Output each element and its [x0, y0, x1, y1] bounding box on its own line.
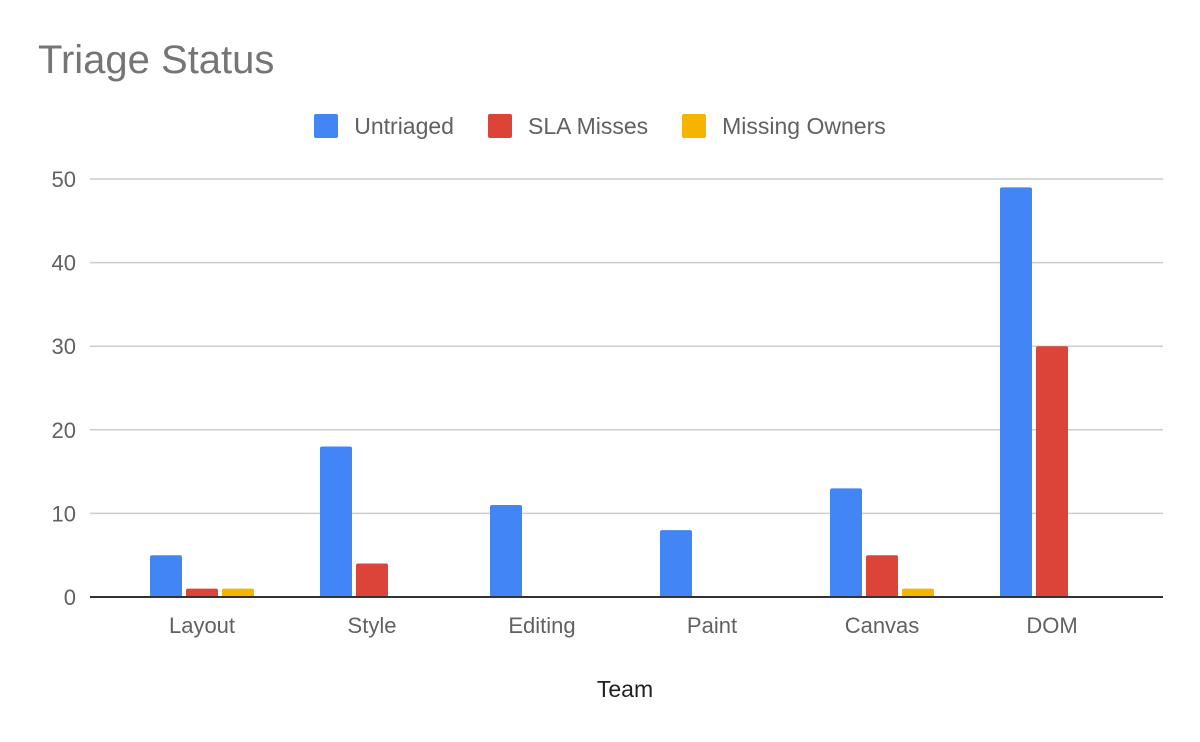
y-tick-label: 20 — [52, 418, 76, 443]
y-tick-label: 40 — [52, 251, 76, 276]
legend-swatch — [314, 114, 339, 138]
chart-title: Triage Status — [38, 38, 275, 82]
bar — [1000, 187, 1032, 598]
legend-label: SLA Misses — [527, 112, 649, 139]
x-axis-title: Team — [596, 676, 654, 702]
bar — [902, 588, 934, 597]
legend: Untriaged SLA Misses Missing Owners — [0, 110, 1200, 142]
legend-swatch — [682, 114, 707, 138]
legend-item: Untriaged — [314, 113, 454, 140]
legend-item: SLA Misses — [487, 112, 649, 140]
x-tick-label: Layout — [169, 613, 235, 638]
bar — [356, 563, 388, 597]
legend-swatch — [487, 114, 512, 138]
y-tick-label: 10 — [52, 501, 76, 526]
legend-label: Missing Owners — [722, 112, 886, 139]
x-tick-label: DOM — [1026, 613, 1077, 638]
legend-label: Untriaged — [354, 112, 454, 139]
bar — [186, 588, 218, 597]
bar — [660, 530, 692, 597]
y-tick-label: 30 — [52, 334, 76, 359]
bar — [222, 588, 254, 597]
x-tick-label: Canvas — [845, 613, 920, 638]
bar — [490, 505, 522, 597]
y-tick-label: 50 — [52, 167, 76, 192]
bar — [830, 488, 862, 597]
x-tick-label: Editing — [508, 613, 575, 638]
y-tick-label: 0 — [64, 585, 76, 610]
legend-item: Missing Owners — [682, 113, 886, 140]
bar — [150, 555, 182, 597]
x-tick-label: Style — [348, 613, 397, 638]
x-tick-label: Paint — [687, 613, 737, 638]
bar — [866, 555, 898, 597]
bar — [1036, 346, 1068, 597]
bar — [320, 446, 352, 597]
